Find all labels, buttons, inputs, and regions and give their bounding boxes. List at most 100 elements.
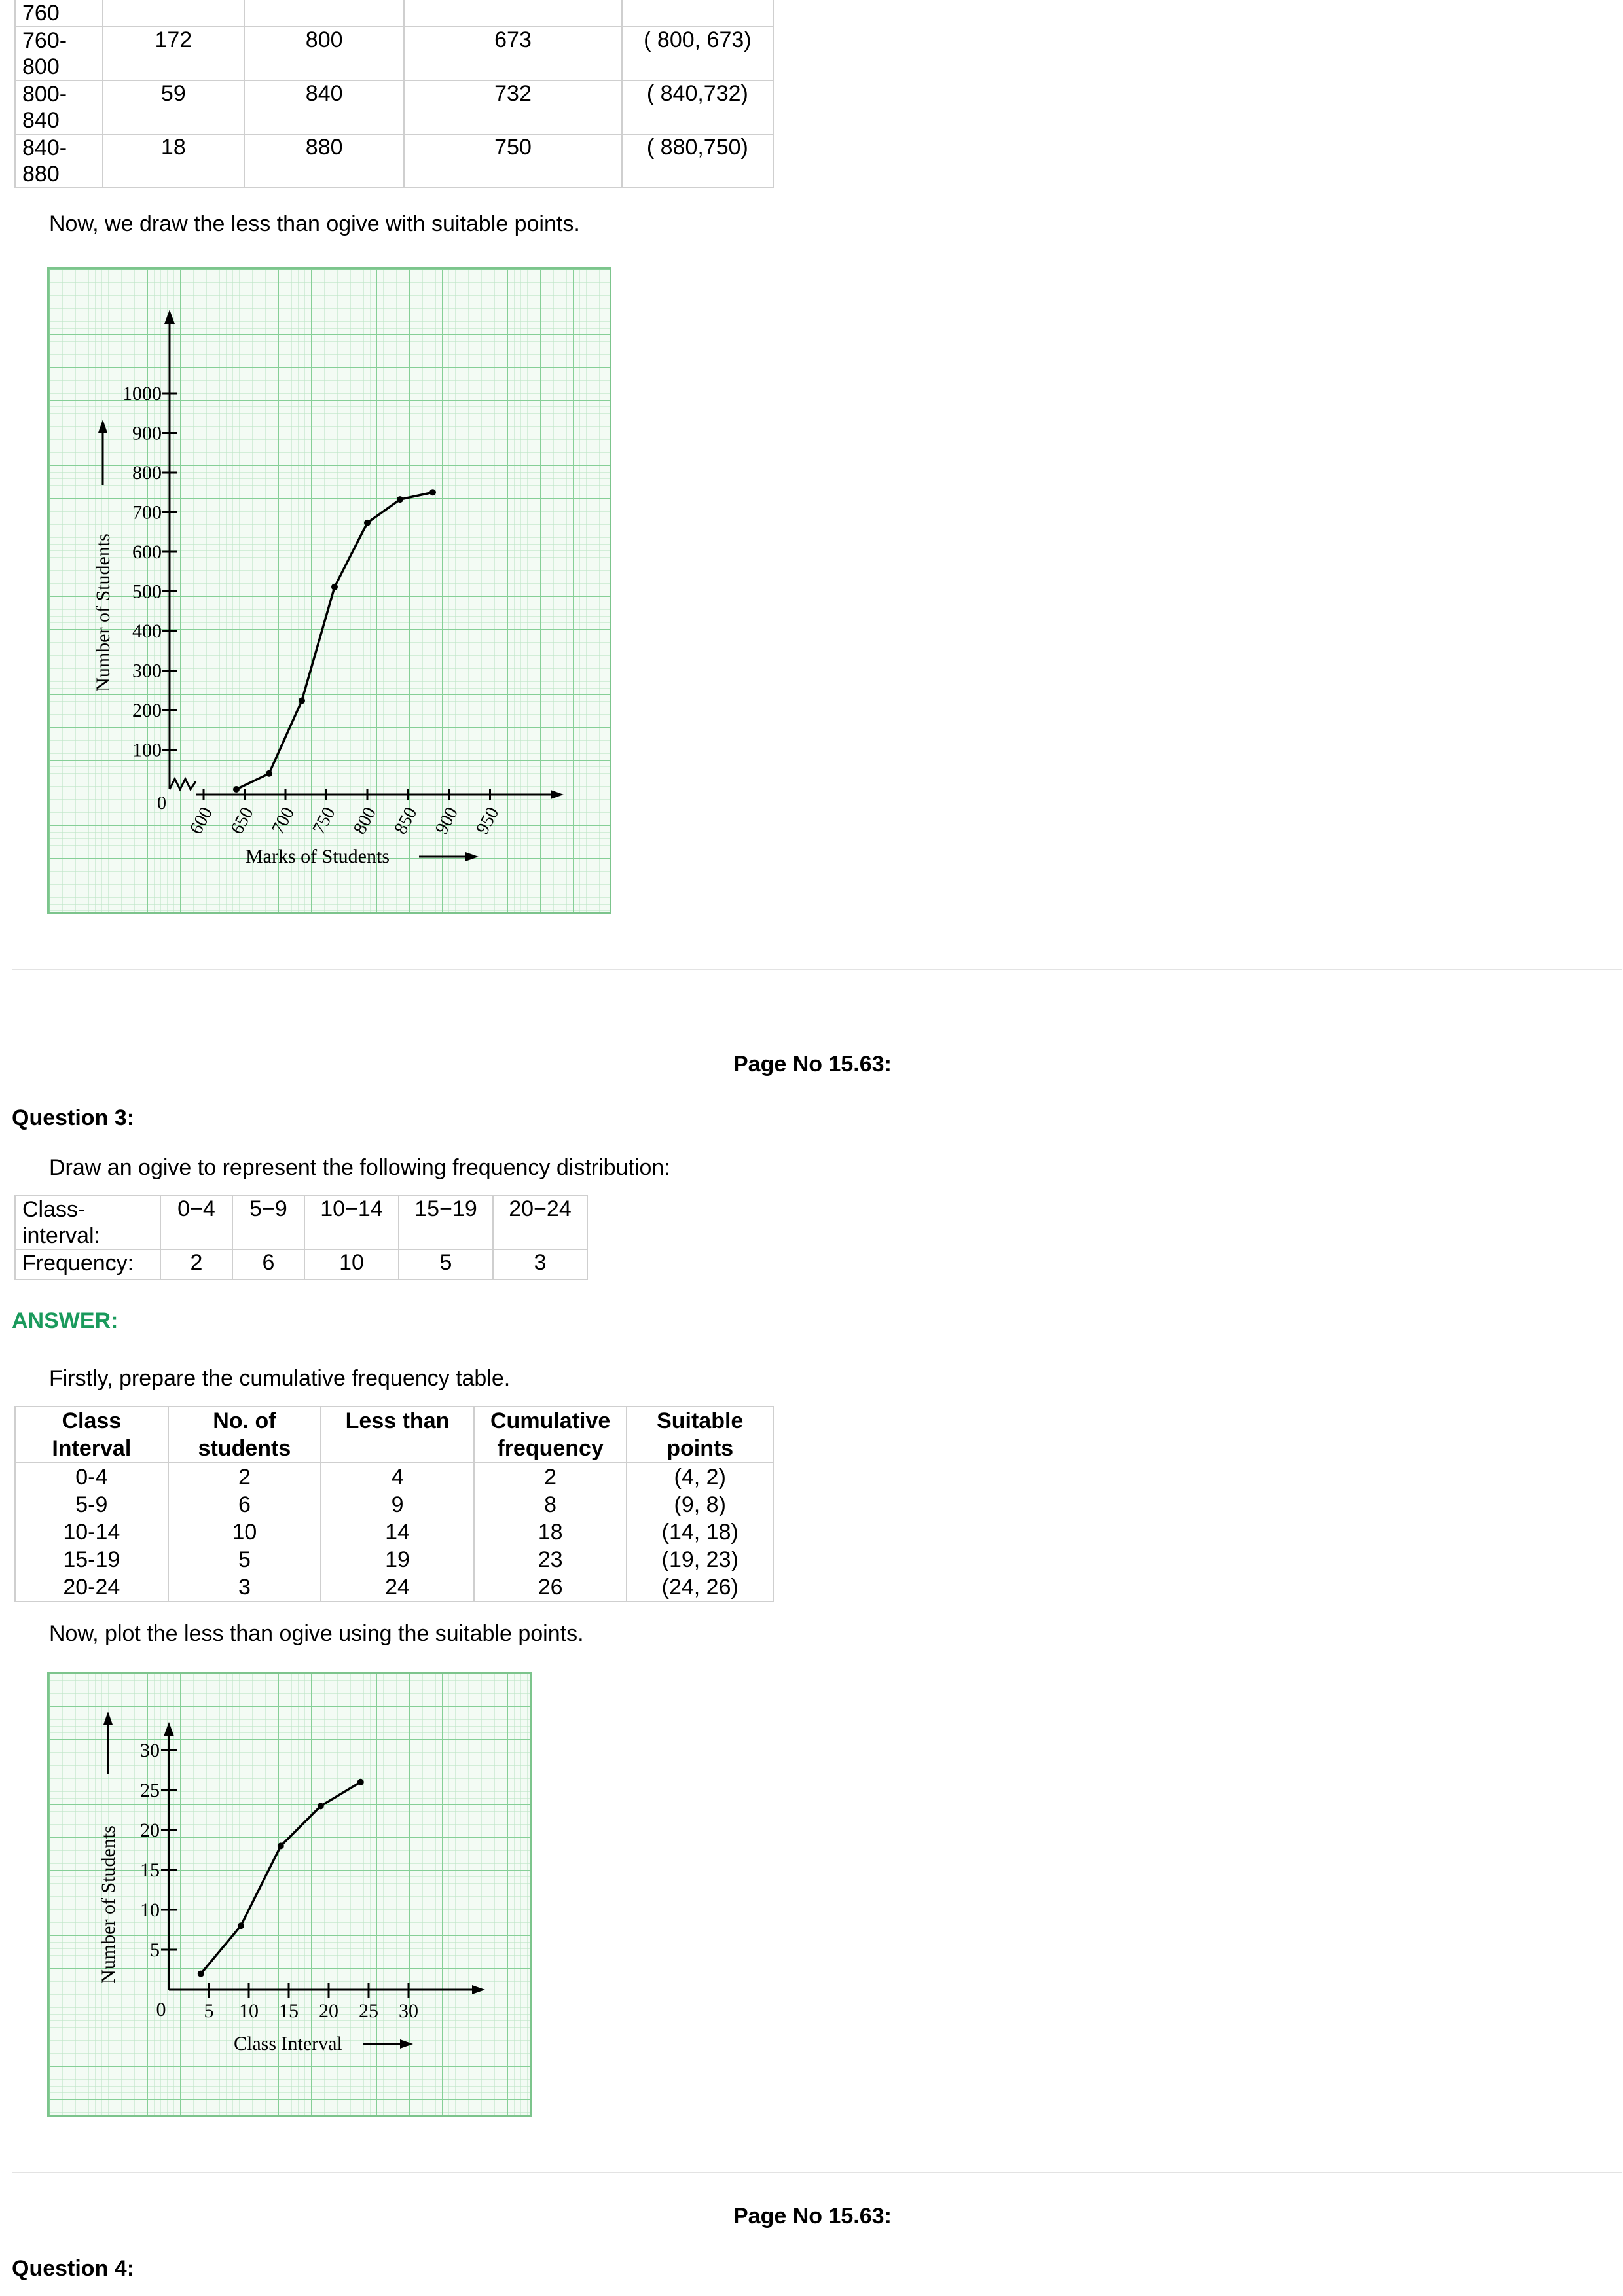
cumulative-frequency-table: Class Interval No. of students Less than C…: [14, 1406, 774, 1602]
table-cell: 15−19: [398, 1195, 494, 1250]
y-tick-label: 15: [140, 1859, 160, 1881]
origin-label: 0: [157, 793, 166, 814]
y-tick-label: 800: [132, 462, 162, 484]
y-tick-label: 10: [140, 1899, 160, 1921]
y-axis-arrow: [164, 310, 175, 324]
row-label: Class-interval:: [14, 1195, 161, 1250]
table-cell: [621, 0, 775, 27]
table-row: 760- 800 172 800 673 ( 800, 673): [14, 26, 775, 81]
table-cell: (4, 2) (9, 8) (14, 18) (19, 23) (24, 26): [626, 1462, 774, 1602]
axis-break: [168, 776, 197, 792]
column-header: Cumulative frequency: [473, 1406, 628, 1463]
x-tick-label: 30: [399, 2000, 418, 2022]
frequency-distribution-table: Class-interval: 0−4 5−9 10−14 15−19 20−2…: [14, 1195, 588, 1280]
table-row: 0-4 5-9 10-14 15-19 20-24 2 6 10 5 3 4 9…: [14, 1462, 774, 1602]
table-row: Class-interval: 0−4 5−9 10−14 15−19 20−2…: [14, 1195, 588, 1250]
table-cell: 172: [101, 26, 246, 81]
ogive-graph-marks: 5 10 15 20 25 30 5 10 15 20 25 30 0 Number of Student…: [47, 1672, 532, 2117]
table-cell: 10: [304, 1249, 399, 1280]
cumulative-table-continued: 760 760- 800 172 800 673 ( 800, 673) 800-…: [14, 0, 775, 188]
table-row: 840- 880 18 880 750 ( 880,750): [14, 134, 775, 188]
table-cell: 732: [403, 80, 623, 135]
table-cell: 6: [232, 1249, 305, 1280]
row-label: Frequency:: [14, 1249, 161, 1280]
x-tick-label: 20: [319, 2000, 338, 2022]
y-label-arrow: [98, 420, 107, 433]
y-tick-label: 1000: [122, 383, 162, 404]
y-tick-label: 400: [132, 620, 162, 642]
data-point: [266, 770, 272, 777]
y-tick-label: 900: [132, 423, 162, 444]
table-cell: 2 6 10 5 3: [167, 1462, 322, 1602]
table-cell: ( 880,750): [621, 134, 775, 188]
x-label-arrow: [465, 852, 479, 861]
data-point: [237, 1922, 244, 1929]
table-cell: 880: [244, 134, 405, 188]
section-divider: [12, 2172, 1622, 2173]
x-label-arrow: [400, 2039, 413, 2049]
table-cell: 0−4: [160, 1195, 233, 1250]
instruction-text: Now, plot the less than ogive using the …: [49, 1621, 584, 1646]
data-point: [233, 786, 240, 793]
data-point: [397, 496, 403, 503]
table-cell: ( 840,732): [621, 80, 775, 135]
table-cell: [101, 0, 246, 27]
page-number: Page No 15.63:: [733, 2204, 892, 2229]
column-header: Class Interval: [14, 1406, 169, 1463]
y-axis-label: Number of Students: [98, 1825, 119, 1984]
table-cell: 840- 880: [14, 134, 103, 188]
origin-label: 0: [156, 1999, 166, 2020]
y-tick-label: 300: [132, 660, 162, 682]
table-cell: [403, 0, 623, 27]
column-header: No. of students: [167, 1406, 322, 1463]
y-axis-arrow: [164, 1722, 174, 1736]
x-tick-label: 10: [239, 2000, 259, 2022]
table-cell: 673: [403, 26, 623, 81]
x-axis-label: Marks of Students: [246, 846, 390, 867]
question-heading: Question 4:: [12, 2256, 135, 2281]
table-cell: 10−14: [304, 1195, 399, 1250]
table-cell: 5−9: [232, 1195, 305, 1250]
data-point: [331, 583, 338, 590]
table-cell: 3: [492, 1249, 588, 1280]
y-tick-label: 30: [140, 1740, 160, 1761]
y-tick-label: 700: [132, 502, 162, 524]
table-cell: 800: [244, 26, 405, 81]
table-row: Frequency: 2 6 10 5 3: [14, 1249, 588, 1280]
table-cell: 4 9 14 19 24: [320, 1462, 475, 1602]
y-axis-label: Number of Students: [92, 533, 114, 692]
data-point: [299, 697, 305, 704]
x-axis-label: Class Interval: [234, 2033, 342, 2054]
x-axis-arrow: [551, 790, 564, 799]
x-tick-label: 25: [359, 2000, 378, 2022]
x-tick-label: 5: [204, 2000, 214, 2022]
data-point: [277, 1842, 284, 1850]
y-tick-label: 200: [132, 700, 162, 721]
table-cell: 760- 800: [14, 26, 103, 81]
question-prompt: Draw an ogive to represent the following…: [49, 1155, 670, 1180]
data-point: [364, 519, 371, 526]
section-divider: [12, 969, 1622, 970]
y-tick-label: 500: [132, 581, 162, 603]
table-cell: 800- 840: [14, 80, 103, 135]
table-row: 800- 840 59 840 732 ( 840,732): [14, 80, 775, 135]
y-tick-label: 5: [150, 1939, 160, 1961]
answer-label: ANSWER:: [12, 1308, 119, 1333]
y-tick-label: 600: [132, 541, 162, 563]
table-cell: 20−24: [492, 1195, 588, 1250]
x-axis-arrow: [472, 1985, 485, 1994]
class-label: 760: [22, 1, 60, 26]
table-cell: 0-4 5-9 10-14 15-19 20-24: [14, 1462, 169, 1602]
question-heading: Question 3:: [12, 1105, 135, 1130]
instruction-text: Now, we draw the less than ogive with su…: [49, 211, 580, 236]
table-cell: 750: [403, 134, 623, 188]
table-cell: 5: [398, 1249, 494, 1280]
column-header: Less than: [320, 1406, 475, 1463]
data-point: [317, 1803, 324, 1810]
data-point: [197, 1970, 204, 1977]
column-header: Suitable points: [626, 1406, 774, 1463]
table-cell: 2 8 18 23 26: [473, 1462, 628, 1602]
x-tick-label: 15: [279, 2000, 299, 2022]
table-cell: ( 800, 673): [621, 26, 775, 81]
